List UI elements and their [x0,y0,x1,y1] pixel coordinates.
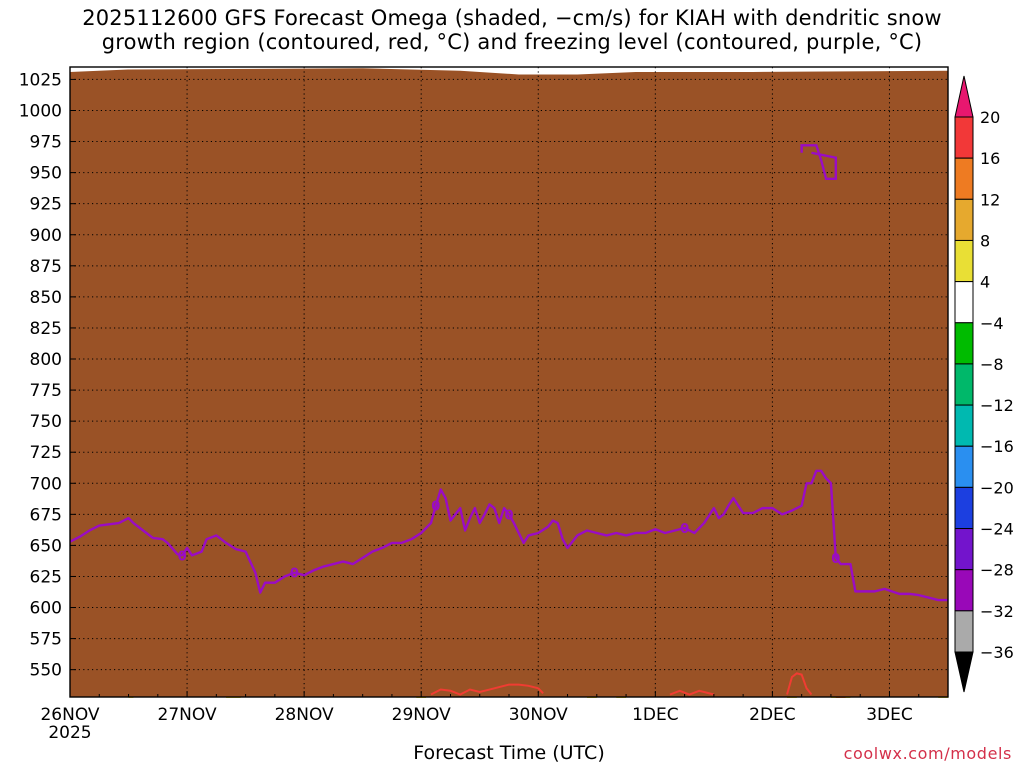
y-tick-label: 825 [30,319,62,339]
y-tick-label: 950 [30,164,62,184]
y-tick-label: 700 [30,474,62,494]
y-tick-label: 625 [30,567,62,587]
y-tick-label: 1000 [19,101,62,121]
y-tick-label: 900 [30,226,62,246]
x-tick-label: 30NOV [509,705,568,725]
freezing-level-label: 0 [680,522,689,537]
colorbar-label: 12 [980,190,1000,209]
colorbar-segment [954,116,974,159]
colorbar-label: 8 [980,231,990,250]
y-tick-label: 725 [30,443,62,463]
plot-area: 0 0 0 0 0 0 550 575 600 625 650 675 700 725 750 775 800 8… [19,66,949,743]
colorbar-segment [954,281,974,324]
colorbar-label: −24 [980,520,1014,539]
freezing-level-label: 0 [504,508,513,523]
colorbar-label: −20 [980,478,1014,497]
x-tick-label: 26NOV [40,705,99,725]
colorbar-label: −32 [980,602,1014,621]
colorbar-label: 4 [980,273,990,292]
colorbar-segment [954,445,974,488]
colorbar-segment [954,610,974,653]
y-tick-label: 650 [30,536,62,556]
y-tick-label: 975 [30,133,62,153]
y-tick-label: 675 [30,505,62,525]
ground-terrain [70,68,948,697]
colorbar-segment [954,486,974,530]
y-tick-label: 850 [30,288,62,308]
colorbar-segment [954,198,974,241]
colorbar-label: −12 [980,396,1014,415]
x-axis-label: Forecast Time (UTC) [413,742,605,764]
freezing-level-label: 0 [178,549,187,564]
colorbar-top-arrow [954,75,974,118]
colorbar-bottom-arrow [954,651,974,693]
chart-title-line1: 2025112600 GFS Forecast Omega (shaded, −… [82,6,942,30]
dendritic-contour-line [786,672,813,696]
colorbar-segment [954,569,974,612]
colorbar-segment [954,322,974,365]
colorbar-segment [954,157,974,200]
x-tick-label: 1DEC [632,705,679,725]
colorbar-label: −16 [980,437,1014,456]
dendritic-contour-line [669,689,715,696]
colorbar-label: −28 [980,561,1014,580]
y-tick-label: 800 [30,350,62,370]
chart-title: 2025112600 GFS Forecast Omega (shaded, −… [0,6,1024,54]
colorbar: 20 16 12 8 4 −4 −8 −12 −16 −20 −24 −28 −32 −36 [954,75,1014,693]
credit-text: coolwx.com/models [843,744,1012,763]
x-tick-label: 29NOV [392,705,451,725]
colorbar-label: −8 [980,355,1004,374]
colorbar-segment [954,528,974,571]
colorbar-segment [954,404,974,447]
freezing-level-label: 0 [290,567,299,582]
freezing-level-label: 0 [831,552,840,567]
x-tick-label: 2DEC [749,705,796,725]
x-tick-label: 3DEC [866,705,913,725]
colorbar-label: −36 [980,643,1014,662]
y-tick-label: 875 [30,257,62,277]
freezing-level-line [69,469,948,602]
x-tick-label: 28NOV [275,705,334,725]
freezing-level-island [800,144,838,181]
y-tick-label: 775 [30,381,62,401]
dendritic-contour-line [430,683,544,696]
colorbar-segment [954,363,974,406]
y-tick-label: 750 [30,412,62,432]
x-tick-sublabel: 2025 [48,723,91,743]
y-tick-label: 1025 [19,70,62,90]
y-tick-label: 925 [30,195,62,215]
y-tick-label: 600 [30,599,62,619]
colorbar-segment [954,239,974,283]
y-tick-label: 550 [30,661,62,681]
colorbar-label: −4 [980,314,1004,333]
x-tick-label: 27NOV [158,705,217,725]
y-tick-label: 575 [30,630,62,650]
freezing-level-label: 0 [431,500,440,515]
chart-title-line2: growth region (contoured, red, °C) and f… [101,30,923,54]
colorbar-label: 16 [980,149,1000,168]
colorbar-label: 20 [980,108,1000,127]
